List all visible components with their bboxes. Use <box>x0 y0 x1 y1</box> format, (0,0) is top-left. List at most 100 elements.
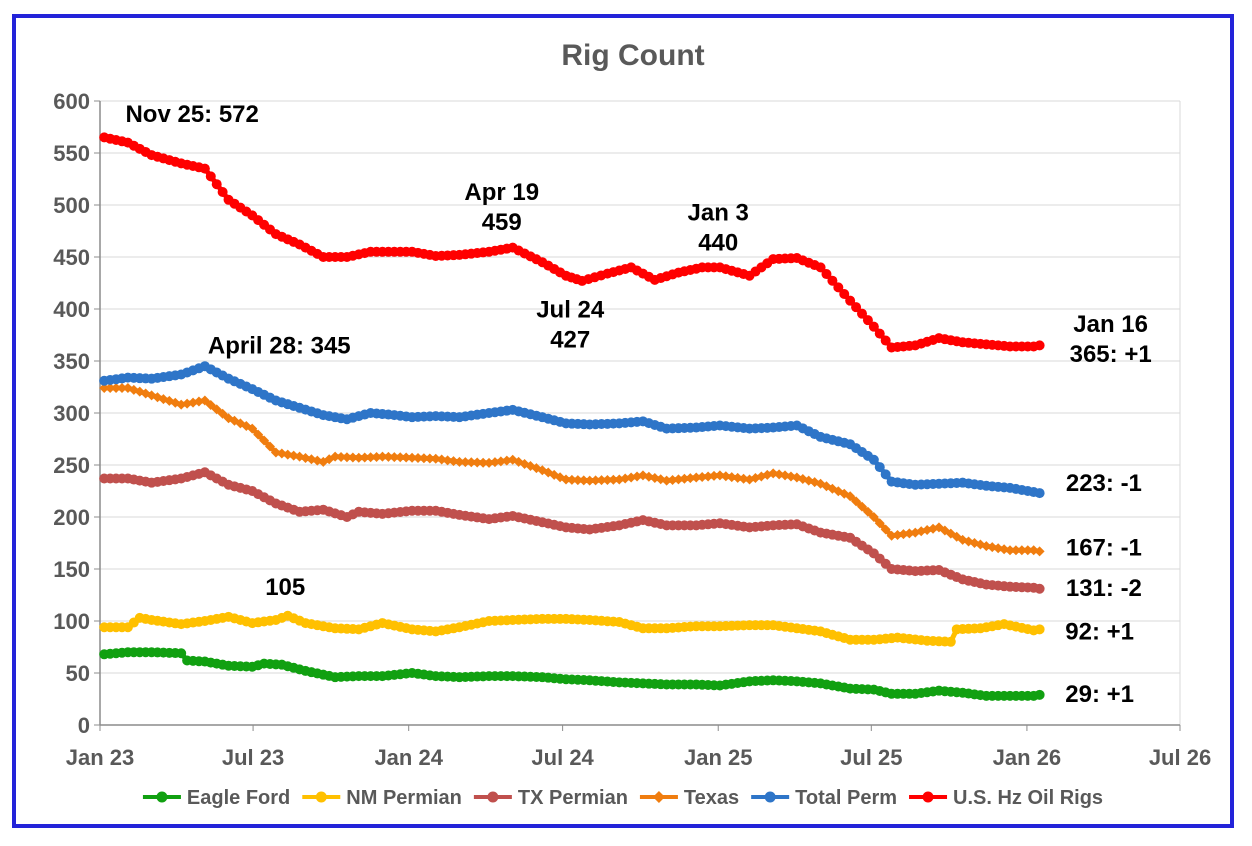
data-point <box>845 491 856 502</box>
x-tick-label: Jan 25 <box>684 745 753 770</box>
data-point <box>1022 545 1033 556</box>
data-point <box>845 295 856 306</box>
x-tick-label: Jan 23 <box>66 745 135 770</box>
annotation-label: 440 <box>698 230 738 257</box>
chart-title: Rig Count <box>561 39 704 72</box>
data-point <box>910 527 921 538</box>
chart-frame: Rig Count 0 50 100 150 200 250 300 350 400 450 500… <box>12 14 1234 828</box>
y-tick-label: 100 <box>53 609 90 634</box>
data-point <box>484 457 495 468</box>
legend-marker <box>315 791 327 803</box>
series-tx-permian <box>99 467 1045 594</box>
data-point <box>383 451 394 462</box>
legend-marker <box>922 791 934 803</box>
legend-item: NM Permian <box>302 787 462 809</box>
data-point <box>211 404 222 415</box>
legend-item: Eagle Ford <box>142 787 290 809</box>
data-point <box>389 452 400 463</box>
legend-label: Texas <box>684 787 739 809</box>
series-eagle-ford <box>99 647 1045 701</box>
legend-label: Eagle Ford <box>187 787 290 809</box>
legend-label: NM Permian <box>346 787 462 809</box>
x-tick-label: Jan 24 <box>374 745 443 770</box>
data-point <box>815 262 826 273</box>
data-point <box>880 335 891 346</box>
y-tick-label: 0 <box>78 713 90 738</box>
data-point <box>608 474 619 485</box>
data-point <box>590 475 601 486</box>
data-point <box>134 386 145 397</box>
grid-lines <box>100 100 1181 725</box>
data-point <box>205 171 216 182</box>
data-point <box>868 321 879 332</box>
data-point <box>99 383 110 394</box>
data-point <box>454 456 465 467</box>
annotation-label: 427 <box>550 326 590 353</box>
data-point <box>738 473 749 484</box>
legend-marker <box>156 791 168 803</box>
data-point <box>714 470 725 481</box>
y-tick-label: 150 <box>53 557 90 582</box>
data-point <box>560 474 571 485</box>
data-point <box>105 383 116 394</box>
data-point <box>661 475 672 486</box>
data-point <box>821 269 832 280</box>
data-point <box>945 636 956 647</box>
data-point <box>365 452 376 463</box>
y-tick-label: 300 <box>53 401 90 426</box>
y-tick-label: 450 <box>53 245 90 270</box>
data-point <box>1034 546 1045 557</box>
data-point <box>205 399 216 410</box>
legend-item: Texas <box>639 787 739 809</box>
data-point <box>253 429 264 440</box>
data-point <box>1034 624 1045 635</box>
data-point <box>341 452 352 463</box>
series-u-s-hz-oil-rigs <box>99 132 1045 353</box>
data-point <box>703 471 714 482</box>
data-point <box>199 163 210 174</box>
data-point <box>217 408 228 419</box>
data-point <box>584 475 595 486</box>
data-point <box>199 395 210 406</box>
data-point <box>685 473 696 484</box>
data-point <box>472 457 483 468</box>
y-tick-labels: 0 50 100 150 200 250 300 350 400 450 500 550 600 <box>53 89 90 738</box>
data-point <box>578 475 589 486</box>
data-point <box>442 455 453 466</box>
data-point <box>478 457 489 468</box>
annotation-label: April 28: 345 <box>208 333 351 360</box>
data-point <box>1034 340 1045 351</box>
y-tick-label: 200 <box>53 505 90 530</box>
data-point <box>466 457 477 468</box>
data-point <box>602 474 613 485</box>
data-point <box>868 454 879 465</box>
legend-label: U.S. Hz Oil Rigs <box>953 787 1103 809</box>
annotation-label: Jul 24 <box>536 296 605 323</box>
data-point <box>904 528 915 539</box>
rig-count-chart: Rig Count 0 50 100 150 200 250 300 350 400 450 500… <box>53 39 1211 809</box>
data-point <box>862 315 873 326</box>
data-point <box>720 471 731 482</box>
data-point <box>412 452 423 463</box>
data-point <box>566 474 577 485</box>
data-point <box>1034 689 1045 700</box>
data-point <box>347 452 358 463</box>
data-point <box>330 451 341 462</box>
data-point <box>424 453 435 464</box>
annotation-label: 365: +1 <box>1070 341 1152 368</box>
data-point <box>217 187 228 197</box>
data-point <box>874 328 885 339</box>
data-point <box>176 648 187 659</box>
series-nm-permian <box>99 610 1045 647</box>
legend-marker <box>764 791 776 803</box>
data-point <box>211 179 222 190</box>
data-point <box>874 518 885 529</box>
data-point <box>1016 545 1027 556</box>
data-point <box>732 472 743 483</box>
data-point <box>709 470 720 481</box>
data-point <box>111 383 122 394</box>
x-tick-label: Jul 23 <box>222 745 284 770</box>
data-point <box>572 475 583 486</box>
data-point <box>264 441 275 452</box>
data-point <box>862 506 873 517</box>
